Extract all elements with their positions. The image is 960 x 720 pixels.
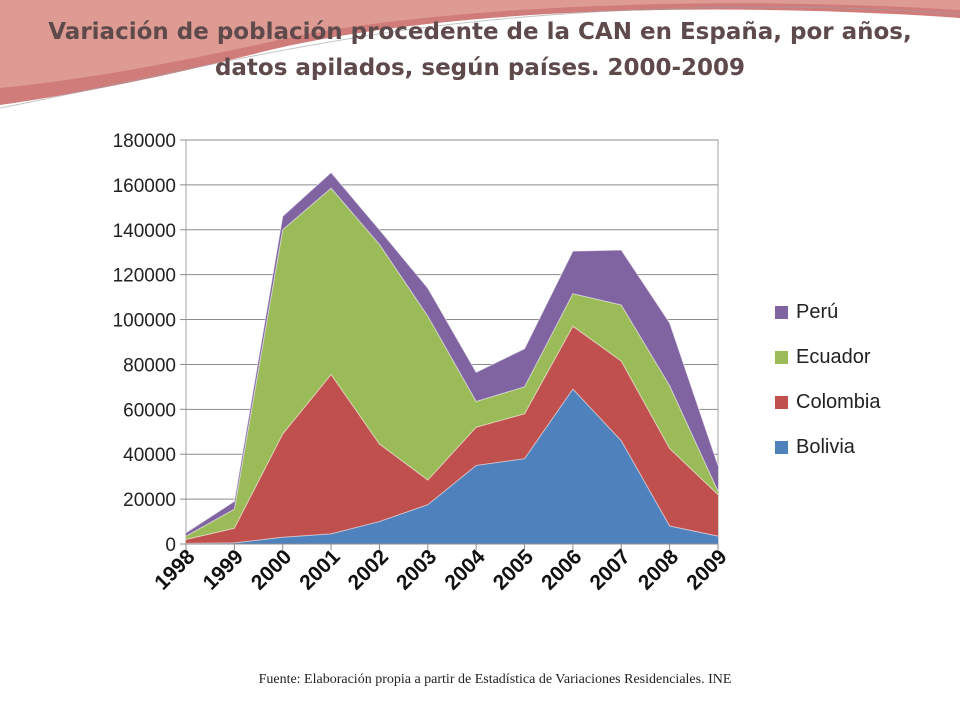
area-series-peru <box>186 172 718 537</box>
stacked-area-chart: 0 20000 40000 60000 80000 100000 120000 140000 1… <box>113 131 882 595</box>
y-tick-label: 180000 <box>113 131 176 152</box>
y-tick-label: 0 <box>165 535 176 556</box>
area-series-ecuador <box>186 188 718 540</box>
legend-label: Ecuador <box>796 346 871 368</box>
x-tick-label: 1999 <box>199 545 248 594</box>
x-tick-label: 2009 <box>682 545 731 594</box>
slide-title: Variación de población procedente de la … <box>40 14 920 86</box>
chart-legend: Perú Ecuador Colombia Bolivia <box>775 301 881 458</box>
y-tick-label: 80000 <box>123 355 176 376</box>
x-tick-label: 2004 <box>440 545 490 595</box>
area-series-colombia <box>186 326 718 544</box>
x-tick-label: 2008 <box>634 545 684 595</box>
x-tick-label: 2003 <box>392 545 441 594</box>
x-tick-label: 2006 <box>537 545 586 594</box>
y-tick-label: 160000 <box>113 176 176 197</box>
y-tick-label: 40000 <box>123 445 176 466</box>
y-tick-label: 140000 <box>113 221 176 242</box>
area-edge <box>185 388 719 544</box>
legend-label: Bolivia <box>796 436 856 458</box>
title-line-1: Variación de población procedente de la … <box>48 19 912 45</box>
area-edge <box>185 187 719 537</box>
legend-swatch <box>775 351 788 364</box>
legend-label: Perú <box>796 301 838 323</box>
x-tick-label: 2002 <box>344 545 393 594</box>
legend-swatch <box>775 441 788 454</box>
chart-areas <box>185 171 719 544</box>
y-tick-label: 100000 <box>113 311 176 332</box>
area-edge <box>185 171 719 534</box>
x-tick-label: 2000 <box>247 545 296 594</box>
area-series-bolivia <box>186 389 718 544</box>
legend-swatch <box>775 306 788 319</box>
source-note: Fuente: Elaboración propia a partir de E… <box>258 672 732 687</box>
header-decoration <box>0 0 960 109</box>
x-tick-label: 2005 <box>489 545 539 595</box>
legend-swatch <box>775 396 788 409</box>
x-tick-label: 1998 <box>150 545 200 595</box>
y-tick-label: 60000 <box>123 400 176 421</box>
y-tick-label: 120000 <box>113 266 176 287</box>
y-tick-label: 20000 <box>123 490 176 511</box>
x-tick-label: 2001 <box>295 545 345 595</box>
area-edge <box>185 325 719 540</box>
chart-axes: 0 20000 40000 60000 80000 100000 120000 140000 1… <box>113 131 732 595</box>
title-line-2: datos apilados, según países. 2000-2009 <box>214 55 746 81</box>
legend-label: Colombia <box>796 391 881 413</box>
x-tick-label: 2007 <box>586 545 635 594</box>
